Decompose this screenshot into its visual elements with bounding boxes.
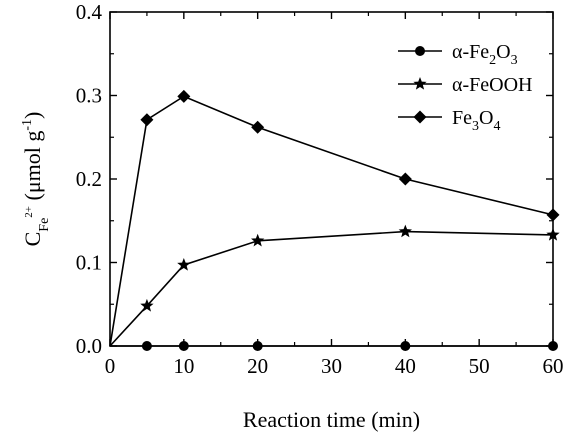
y-title-unit-close: ) [20,112,45,119]
legend-label-part: 3 [511,53,518,68]
y-tick-label: 0.2 [76,167,102,191]
y-title-superscript: 2+ [23,206,35,218]
data-point [398,224,412,238]
y-tick-label: 0.3 [76,84,102,108]
legend-label-part: Fe [452,107,472,129]
legend-marker [413,77,427,90]
x-tick-label: 50 [469,354,490,378]
legend-label-part: 3 [472,119,479,134]
x-tick-label: 60 [543,354,564,378]
data-point [177,258,191,271]
data-point [546,227,560,241]
data-point [251,233,265,247]
legend-marker [413,110,427,124]
y-title-unit-exponent: -1 [20,119,35,131]
legend-label-part: α-FeOOH [452,74,532,96]
series-layer [109,89,560,351]
legend-label-part: 4 [493,119,500,134]
y-title-main: C [20,232,45,247]
x-tick-label: 20 [247,354,268,378]
x-tick-label: 10 [173,354,194,378]
legend-entry: α-Fe2O3 [398,41,518,68]
data-point [178,341,189,351]
legend-label-part: α-Fe [452,41,489,63]
y-title-subscript: Fe [37,218,52,232]
legend-label: α-Fe2O3 [452,41,518,68]
data-point [177,89,191,103]
y-tick-label: 0.4 [76,0,103,24]
x-tick-label: 0 [105,354,116,378]
data-point [546,208,560,222]
y-tick-label: 0.0 [76,334,102,358]
x-tick-label: 40 [395,354,416,378]
data-point [141,341,152,351]
data-point [398,172,412,186]
legend-entry: Fe3O4 [398,107,500,134]
y-tick-label: 0.1 [76,251,102,275]
data-point [252,341,263,351]
data-point [548,341,558,351]
data-point [140,298,154,312]
series-1 [109,224,560,347]
series-line [109,230,554,347]
y-title-unit: (μmol g [20,131,45,206]
series-line [109,95,554,347]
series-0 [110,341,558,351]
x-axis-title: Reaction time (min) [243,407,420,432]
data-point [400,341,411,351]
legend-label-part: O [479,107,493,129]
legend-label-part: O [496,41,510,63]
series-2 [109,89,560,347]
y-axis-title: CFe2+ (μmol g-1) [20,112,52,247]
x-tick-label: 30 [321,354,342,378]
data-point [251,120,265,134]
legend-entry: α-FeOOH [398,74,532,96]
axes: 0 10 20 30 40 50 60 0.0 0.1 0.2 0.3 0.4 Reaction tim… [20,0,564,432]
legend-label: α-FeOOH [452,74,532,96]
legend-label-part: 2 [489,53,496,68]
legend-marker [415,46,425,56]
legend-label: Fe3O4 [452,107,500,134]
data-point [140,113,154,127]
